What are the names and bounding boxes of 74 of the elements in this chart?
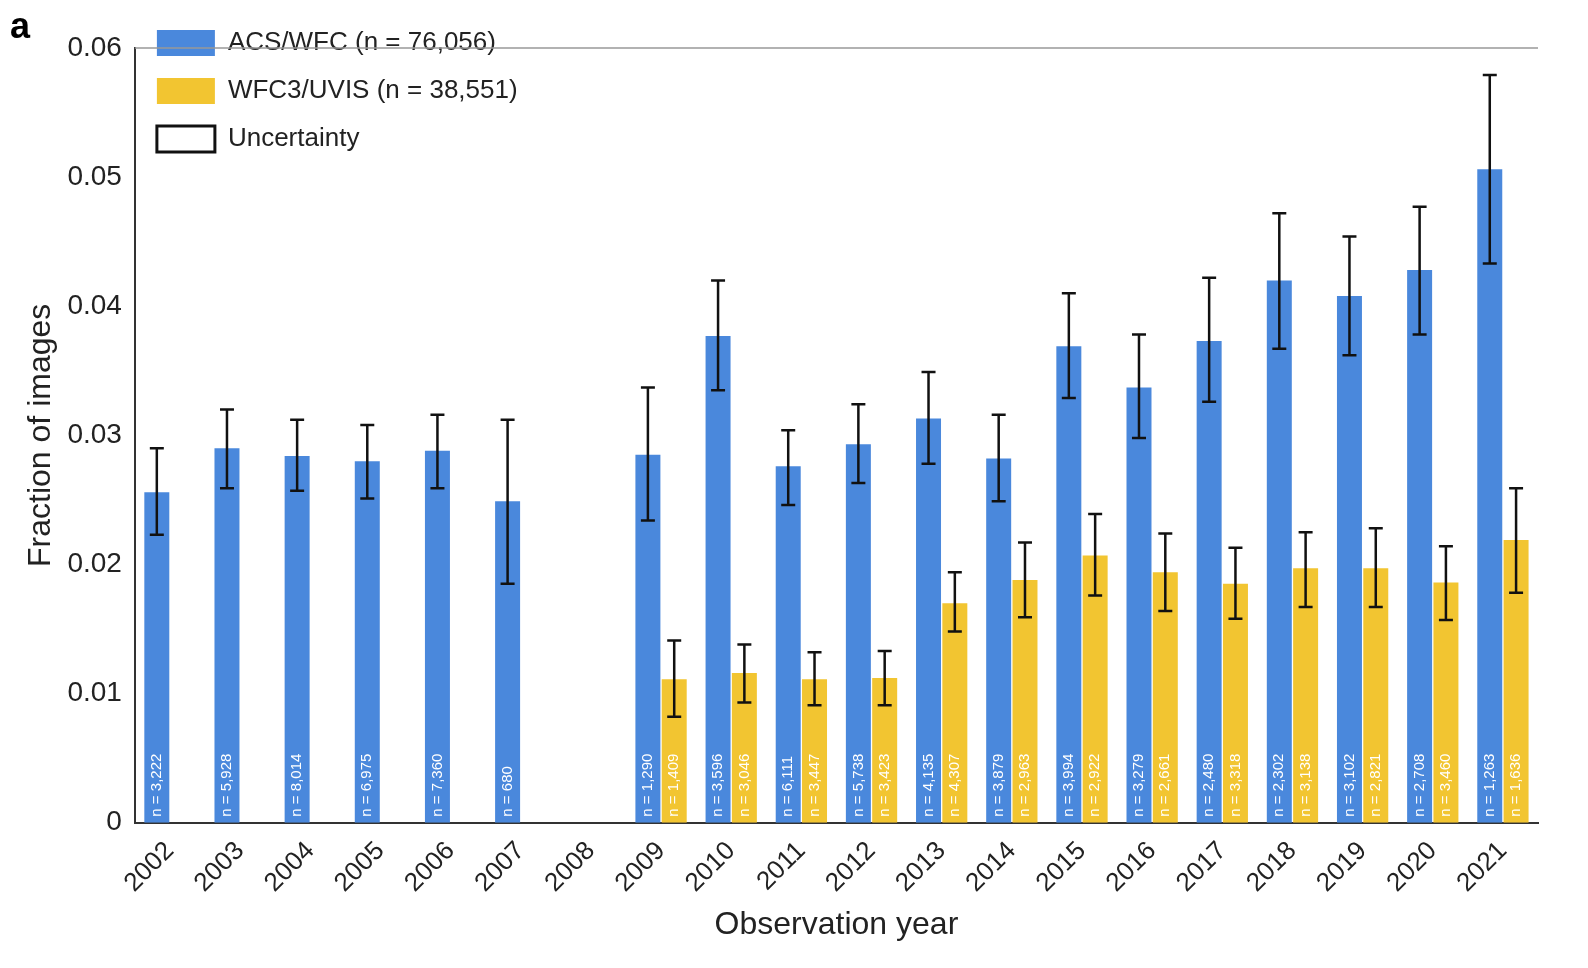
annotation: n = 2,661 bbox=[1155, 753, 1173, 817]
annotation: n = 6,111 bbox=[778, 755, 796, 817]
annotation: n = 3,423 bbox=[874, 753, 892, 817]
bar bbox=[635, 454, 661, 823]
annotation: n = 3,994 bbox=[1058, 753, 1076, 817]
bar bbox=[354, 461, 380, 823]
y-tick-label: 0.05 bbox=[67, 159, 122, 191]
annotation: n = 2,708 bbox=[1409, 753, 1427, 817]
annotation: n = 7,360 bbox=[427, 753, 445, 817]
annotation: n = 3,138 bbox=[1295, 753, 1313, 817]
bar bbox=[424, 450, 450, 823]
bar bbox=[1222, 583, 1248, 823]
bar bbox=[1363, 568, 1389, 823]
annotation: n = 2,302 bbox=[1269, 753, 1287, 817]
annotation: n = 5,738 bbox=[848, 753, 866, 817]
bar bbox=[986, 458, 1012, 823]
y-tick-label: 0.04 bbox=[67, 288, 122, 320]
annotation: n = 2,922 bbox=[1085, 753, 1103, 817]
x-axis-title: Observation year bbox=[714, 904, 959, 941]
bar bbox=[1293, 568, 1319, 823]
annotation: n = 2,963 bbox=[1015, 753, 1033, 817]
annotation: n = 3,879 bbox=[988, 753, 1006, 817]
legend-label: ACS/WFC (n = 76,056) bbox=[227, 26, 496, 57]
annotation: n = 3,596 bbox=[708, 753, 726, 817]
annotation: n = 1,409 bbox=[664, 753, 682, 817]
bar bbox=[845, 444, 871, 823]
annotation: n = 3,460 bbox=[1436, 753, 1454, 817]
y-tick-label: 0 bbox=[106, 805, 122, 837]
bar bbox=[942, 603, 968, 823]
y-tick-label: 0.03 bbox=[67, 418, 122, 450]
annotation: n = 6,975 bbox=[357, 753, 375, 817]
text: a bbox=[10, 4, 31, 46]
bar bbox=[775, 466, 801, 823]
annotation: Uncertainty bbox=[227, 122, 360, 153]
annotation: n = 1,263 bbox=[1479, 753, 1497, 817]
annotation: n = 680 bbox=[497, 766, 515, 817]
annotation: n = 5,928 bbox=[217, 753, 235, 817]
bar bbox=[284, 455, 310, 823]
annotation: n = 8,014 bbox=[287, 753, 305, 817]
bar bbox=[1082, 555, 1108, 823]
annotation: n = 3,318 bbox=[1225, 753, 1243, 817]
bar bbox=[144, 492, 170, 823]
annotation: n = 1,636 bbox=[1506, 753, 1524, 817]
bar bbox=[1056, 346, 1082, 823]
annotation: n = 3,102 bbox=[1339, 753, 1357, 817]
annotation: n = 4,135 bbox=[918, 753, 936, 817]
bar bbox=[705, 335, 731, 823]
bar bbox=[1336, 295, 1362, 823]
annotation: n = 3,447 bbox=[804, 753, 822, 817]
bar bbox=[1407, 270, 1433, 823]
bar bbox=[1126, 387, 1152, 823]
annotation: n = 3,279 bbox=[1129, 753, 1147, 817]
bar bbox=[214, 448, 240, 823]
bar bbox=[1503, 539, 1529, 823]
annotation: n = 3,046 bbox=[734, 753, 752, 817]
bar bbox=[1266, 280, 1292, 823]
bar bbox=[495, 501, 521, 823]
bar bbox=[802, 679, 828, 823]
annotation: n = 2,821 bbox=[1365, 753, 1383, 817]
annotation: n = 2,480 bbox=[1199, 753, 1217, 817]
annotation: n = 1,290 bbox=[638, 753, 656, 817]
y-axis-title: Fraction of images bbox=[21, 303, 58, 567]
bar bbox=[1477, 169, 1503, 823]
annotation: n = 3,222 bbox=[146, 753, 164, 817]
bar bbox=[916, 418, 942, 823]
y-tick-label: 0.02 bbox=[67, 547, 122, 579]
bar bbox=[1196, 341, 1222, 823]
bar bbox=[1012, 579, 1038, 823]
y-tick-label: 0.06 bbox=[67, 30, 122, 62]
y-tick-label: 0.01 bbox=[67, 676, 122, 708]
legend-label: WFC3/UVIS (n = 38,551) bbox=[227, 74, 518, 105]
annotation: n = 4,307 bbox=[944, 753, 962, 817]
bar bbox=[1152, 572, 1178, 823]
bar bbox=[1433, 582, 1459, 823]
